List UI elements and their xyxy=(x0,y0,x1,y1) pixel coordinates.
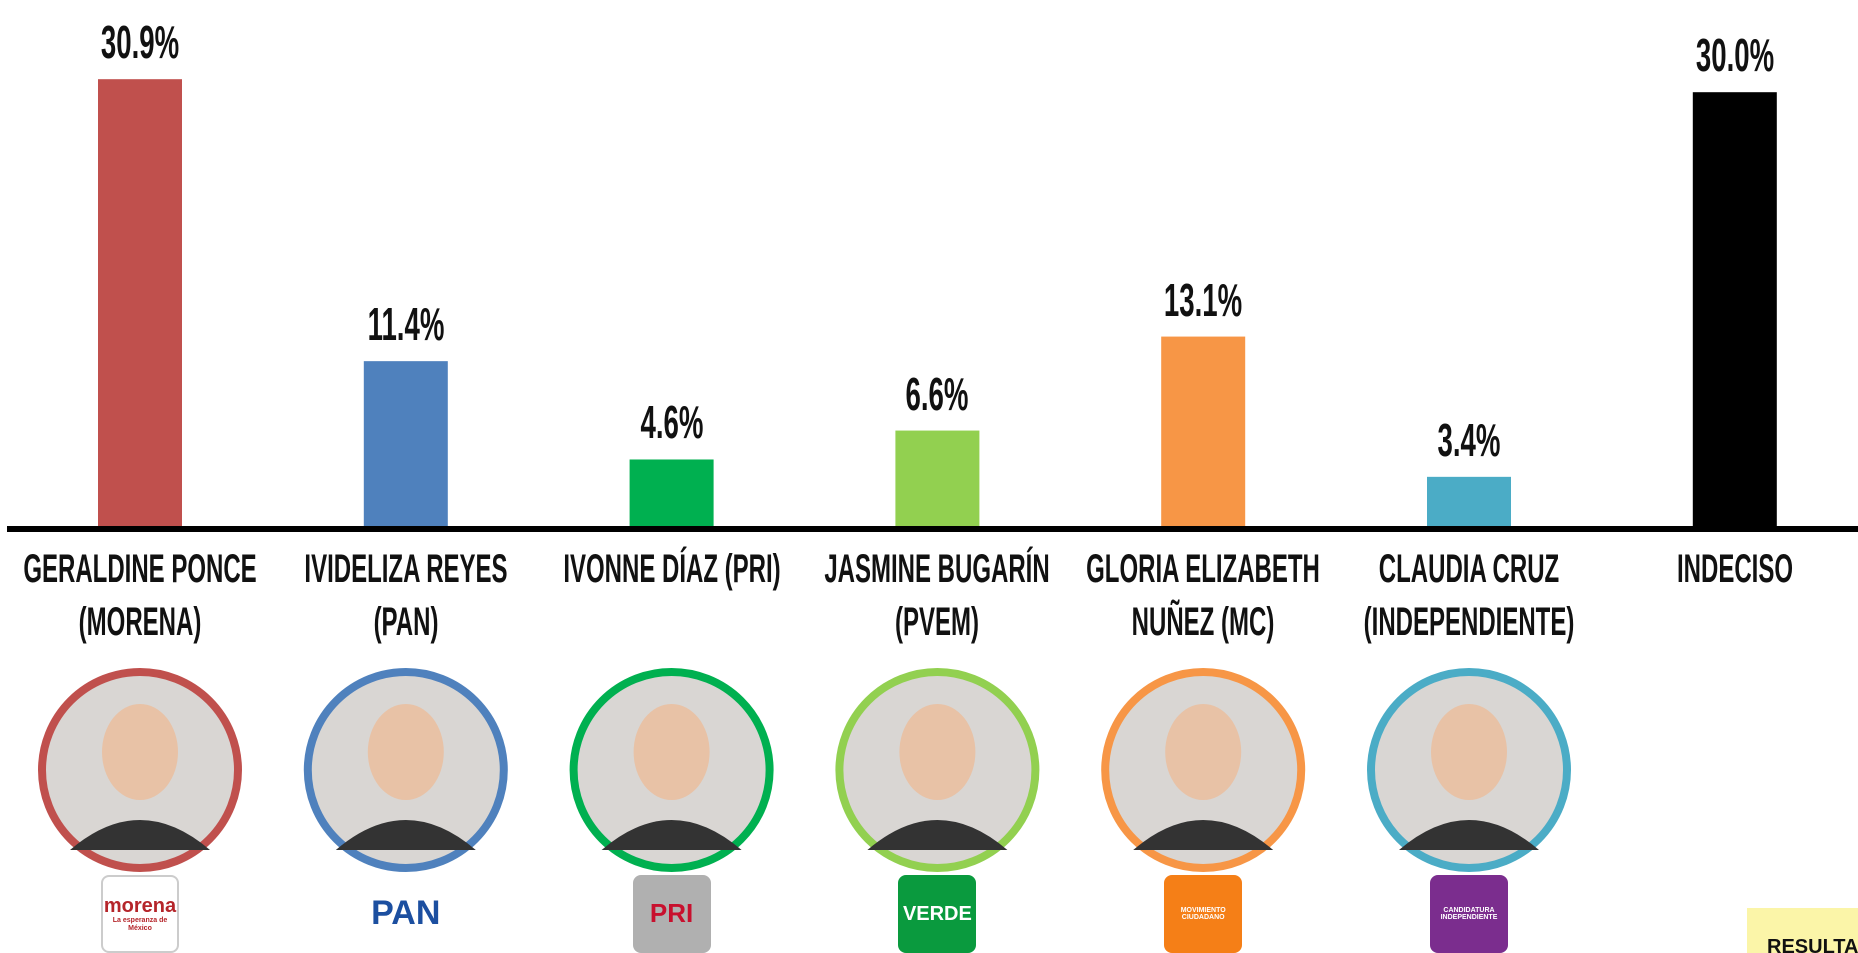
bar xyxy=(1693,92,1777,526)
value-label: 30.9% xyxy=(50,19,230,65)
category-label: IVONNE DÍAZ (PRI) xyxy=(534,543,810,596)
value-label: 11.4% xyxy=(316,301,496,347)
logo-text: morena xyxy=(104,896,176,917)
bar xyxy=(98,79,182,526)
baseline xyxy=(7,526,1858,532)
value-label: 4.6% xyxy=(582,399,762,445)
bar xyxy=(1427,477,1511,526)
category-label: JASMINE BUGARÍN (PVEM) xyxy=(799,543,1075,649)
category-label: INDECISO xyxy=(1597,543,1858,596)
logo-text: VERDE xyxy=(903,904,972,925)
category-label: IVIDELIZA REYES (PAN) xyxy=(268,543,544,649)
bar xyxy=(895,431,979,526)
logo-text: MOVIMIENTO xyxy=(1181,907,1226,914)
photo-face xyxy=(899,704,975,800)
party-logo: PAN xyxy=(367,875,445,953)
logo-text: PAN xyxy=(371,896,440,932)
value-label: 30.0% xyxy=(1645,32,1825,78)
page: RESULTA 30.9% GERALDINE PONCE (MORENA) mor… xyxy=(0,0,1858,953)
value-label: 13.1% xyxy=(1113,277,1293,323)
value-label: 6.6% xyxy=(847,371,1027,417)
photo-face xyxy=(1431,704,1507,800)
photo-face xyxy=(368,704,444,800)
logo-text: CIUDADANO xyxy=(1182,914,1225,921)
note: RESULTA xyxy=(1747,908,1858,953)
bar xyxy=(1161,337,1245,526)
photo-face xyxy=(634,704,710,800)
category-label: CLAUDIA CRUZ (INDEPENDIENTE) xyxy=(1331,543,1607,649)
chart xyxy=(0,0,1858,953)
logo-text: PRI xyxy=(650,900,693,927)
party-logo: PRI xyxy=(633,875,711,953)
category-label: GERALDINE PONCE (MORENA) xyxy=(2,543,278,649)
value-label: 3.4% xyxy=(1379,417,1559,463)
logo-text: La esperanza de México xyxy=(103,917,177,932)
bar xyxy=(364,361,448,526)
category-label: GLORIA ELIZABETH NUÑEZ (MC) xyxy=(1065,543,1341,649)
logo-text: INDEPENDIENTE xyxy=(1441,914,1498,921)
photo-face xyxy=(102,704,178,800)
photo-face xyxy=(1165,704,1241,800)
logo-text: CANDIDATURA xyxy=(1443,907,1494,914)
party-logo: VERDE xyxy=(898,875,976,953)
bar xyxy=(630,459,714,526)
